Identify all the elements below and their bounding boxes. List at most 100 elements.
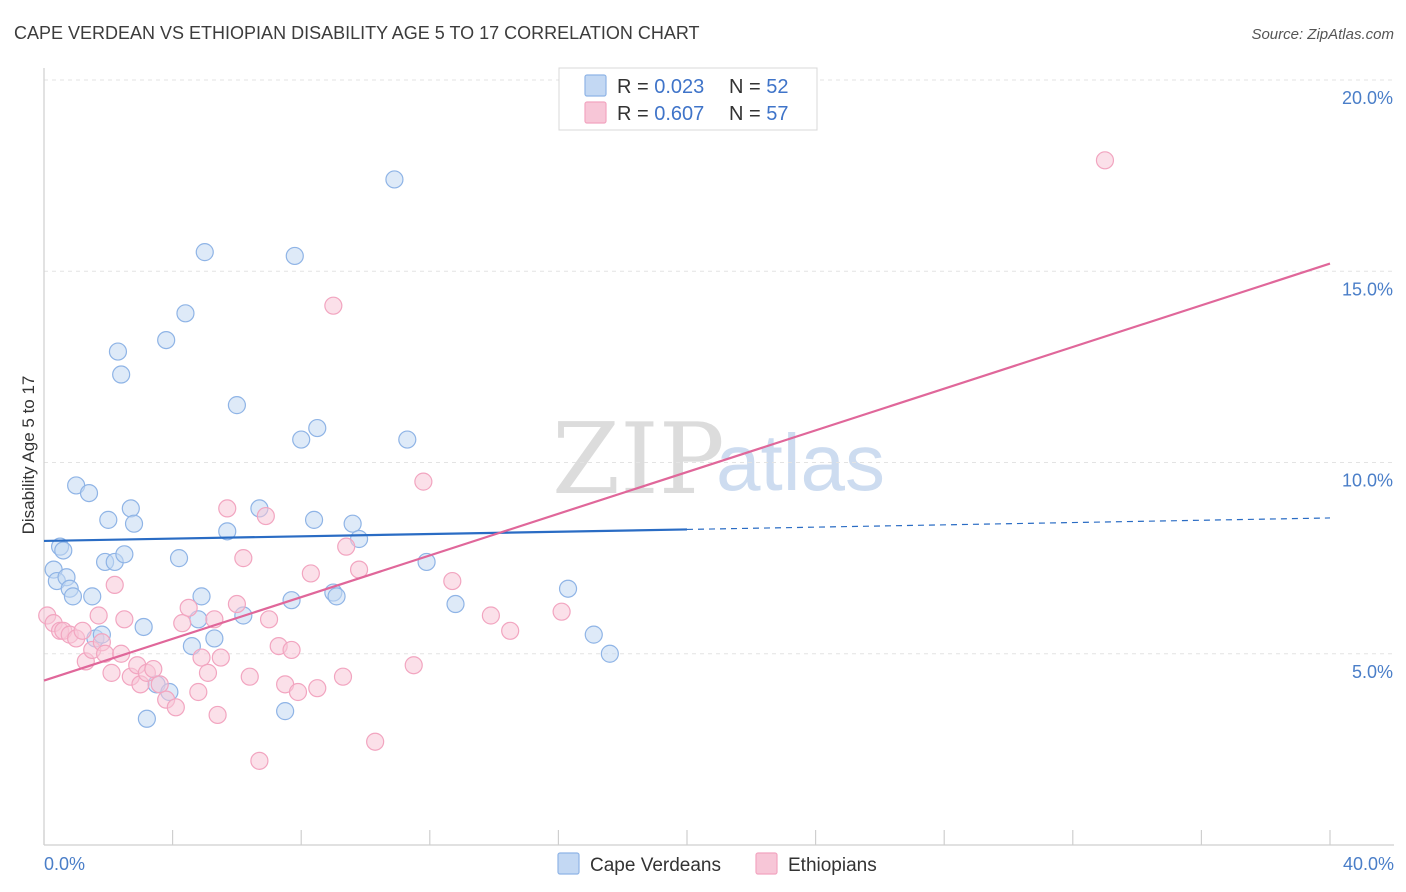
trend-lines [43,262,1331,682]
point-ethiopians-6 [73,621,92,640]
point-ethiopians-41 [282,640,301,660]
point-ethiopians-13 [105,575,124,595]
bottom-legend: Cape Verdeans Ethiopians [557,852,877,876]
svg-text:R = 0.607: R = 0.607 [617,103,704,125]
point-ethiopians-50 [404,656,423,675]
point-cape-verdeans-49 [446,594,465,614]
point-cape-verdeans-18 [121,499,140,518]
y-axis-label: Disability Age 5 to 17 [19,376,38,535]
watermark: ZIP atlas [552,403,885,517]
point-ethiopians-52 [443,571,462,591]
grid-lines [44,79,1394,655]
point-cape-verdeans-8 [79,484,99,503]
axes [43,68,1394,846]
legend-r-value-cape-verdeans: 0.023 [654,76,704,98]
trend-line-cape-verdeans [43,528,688,543]
y-tick-labels: 5.0% 10.0% 15.0% 20.0% [1342,88,1393,682]
bottom-legend-label-cape-verdeans: Cape Verdeans [590,855,721,876]
point-cape-verdeans-23 [157,331,176,350]
point-ethiopians-20 [144,659,163,679]
bottom-legend-label-ethiopians: Ethiopians [788,855,877,876]
point-cape-verdeans-51 [584,625,603,644]
x-tick-label-min: 0.0% [44,854,85,874]
legend-r-value-ethiopians: 0.607 [654,103,704,125]
point-ethiopians-51 [414,472,433,491]
point-cape-verdeans-16 [112,365,131,384]
point-ethiopians-23 [166,698,185,717]
point-ethiopians-42 [288,682,308,702]
point-ethiopians-33 [227,594,246,614]
bottom-legend-swatch-cape-verdeans [557,852,580,875]
point-ethiopians-32 [218,499,237,518]
point-cape-verdeans-15 [108,342,128,361]
svg-text:N = 57: N = 57 [729,103,789,125]
legend-swatch-ethiopians [584,101,607,124]
point-cape-verdeans-33 [227,396,246,415]
legend: R = 0.023 N = 52 R = 0.607 N = 57 [558,67,818,131]
point-cape-verdeans-25 [169,549,189,568]
point-cape-verdeans-13 [99,510,118,529]
point-ethiopians-53 [481,606,500,625]
point-ethiopians-36 [250,751,269,770]
point-ethiopians-43 [301,564,320,583]
x-tick-label-max: 40.0% [1343,854,1394,874]
point-ethiopians-28 [198,663,218,682]
legend-r-label-cape-verdeans: R = [617,76,654,98]
point-cape-verdeans-40 [304,510,324,529]
legend-n-label-cape-verdeans: N = [729,76,766,98]
point-ethiopians-30 [208,705,227,725]
scatter-points [38,151,1115,770]
point-ethiopians-26 [189,682,208,702]
point-cape-verdeans-43 [327,587,346,606]
y-tick-label-1: 10.0% [1342,471,1393,491]
legend-n-value-cape-verdeans: 52 [766,76,788,98]
chart-title: CAPE VERDEAN VS ETHIOPIAN DISABILITY AGE… [14,23,700,43]
point-cape-verdeans-32 [218,522,237,541]
watermark-atlas: atlas [716,418,885,507]
point-ethiopians-9 [89,606,108,625]
point-cape-verdeans-6 [63,587,83,606]
point-ethiopians-54 [501,621,520,640]
point-cape-verdeans-39 [292,430,311,449]
bottom-legend-swatch-ethiopians [755,852,778,875]
svg-text:R = 0.023: R = 0.023 [617,76,704,98]
point-ethiopians-35 [240,667,259,686]
point-ethiopians-45 [324,296,343,315]
point-ethiopians-49 [366,732,385,751]
point-cape-verdeans-38 [285,246,304,266]
y-tick-label-0: 5.0% [1352,662,1393,682]
point-ethiopians-44 [308,679,327,698]
point-ethiopians-37 [256,506,275,526]
point-cape-verdeans-3 [54,541,73,560]
trend-line-ethiopians [43,262,1331,682]
point-cape-verdeans-50 [558,579,578,598]
point-cape-verdeans-47 [398,430,417,449]
point-cape-verdeans-21 [137,709,156,728]
point-cape-verdeans-46 [385,170,404,189]
point-cape-verdeans-9 [83,587,102,606]
point-ethiopians-56 [1095,151,1115,170]
point-cape-verdeans-36 [276,702,295,721]
point-ethiopians-38 [259,610,279,629]
trend-line-cape-verdeans-extension [686,517,1331,531]
point-ethiopians-21 [150,675,169,694]
point-cape-verdeans-52 [600,644,619,663]
point-ethiopians-31 [211,648,230,667]
legend-n-label-ethiopians: N = [729,103,766,125]
point-ethiopians-55 [552,602,571,621]
point-cape-verdeans-19 [124,514,144,533]
y-tick-label-2: 15.0% [1342,279,1393,299]
point-ethiopians-34 [234,549,253,568]
point-cape-verdeans-41 [308,418,327,438]
point-cape-verdeans-29 [192,587,211,606]
point-cape-verdeans-30 [195,243,214,262]
point-cape-verdeans-17 [115,545,134,564]
point-ethiopians-27 [192,648,211,667]
watermark-zip: ZIP [552,403,725,517]
point-ethiopians-47 [337,537,356,556]
chart-source: Source: ZipAtlas.com [1251,26,1394,43]
legend-n-value-ethiopians: 57 [766,103,788,125]
y-tick-label-3: 20.0% [1342,88,1393,108]
legend-swatch-cape-verdeans [584,74,607,97]
